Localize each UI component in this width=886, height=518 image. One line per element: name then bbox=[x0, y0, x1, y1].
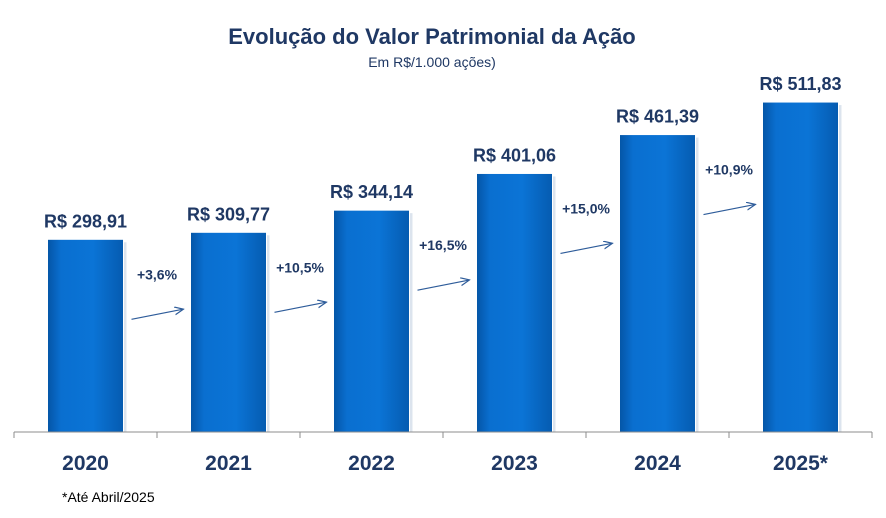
x-tick-label: 2021 bbox=[205, 452, 252, 475]
growth-label: +10,5% bbox=[276, 259, 324, 275]
x-axis-ticks bbox=[13, 432, 873, 438]
footnote: *Até Abril/2025 bbox=[62, 489, 155, 505]
chart-subtitle: Em R$/1.000 ações) bbox=[368, 54, 496, 70]
data-labels-group: R$ 298,91 R$ 309,77 R$ 344,14 R$ 401,06 R$ 4… bbox=[44, 74, 842, 231]
growth-label: +16,5% bbox=[419, 237, 467, 253]
growth-arrow bbox=[417, 280, 469, 291]
data-label: R$ 344,14 bbox=[330, 182, 413, 202]
growth-label: +10,9% bbox=[705, 162, 753, 178]
data-label: R$ 309,77 bbox=[187, 204, 270, 224]
bar-2023 bbox=[476, 172, 553, 433]
x-tick-label: 2020 bbox=[62, 452, 109, 475]
bar-2024 bbox=[619, 134, 696, 433]
bars-group bbox=[47, 101, 842, 433]
x-tick-label: 2022 bbox=[348, 452, 395, 475]
growth-arrow bbox=[560, 243, 612, 255]
data-label: R$ 298,91 bbox=[44, 211, 127, 231]
growth-arrow bbox=[274, 302, 326, 313]
data-label: R$ 401,06 bbox=[473, 145, 556, 165]
growth-arrow bbox=[703, 205, 755, 216]
growth-arrows-group: +3,6% +10,5% +16,5% +15,0% +10,9% bbox=[131, 162, 755, 320]
chart-title: Evolução do Valor Patrimonial da Ação bbox=[228, 24, 636, 49]
x-tick-label: 2025* bbox=[773, 452, 829, 475]
bar-2025 bbox=[762, 101, 839, 433]
bar-2022 bbox=[333, 209, 410, 433]
x-tick-label: 2023 bbox=[491, 452, 538, 475]
growth-label: +3,6% bbox=[137, 266, 178, 282]
x-axis-tick-labels: 2020 2021 2022 2023 2024 2025* bbox=[62, 452, 829, 475]
growth-arrow bbox=[131, 309, 183, 320]
bar-2021 bbox=[190, 231, 267, 433]
growth-label: +15,0% bbox=[562, 200, 610, 216]
data-label: R$ 511,83 bbox=[759, 74, 841, 94]
x-tick-label: 2024 bbox=[634, 452, 681, 475]
bar-2020 bbox=[47, 238, 124, 433]
data-label: R$ 461,39 bbox=[616, 107, 699, 127]
